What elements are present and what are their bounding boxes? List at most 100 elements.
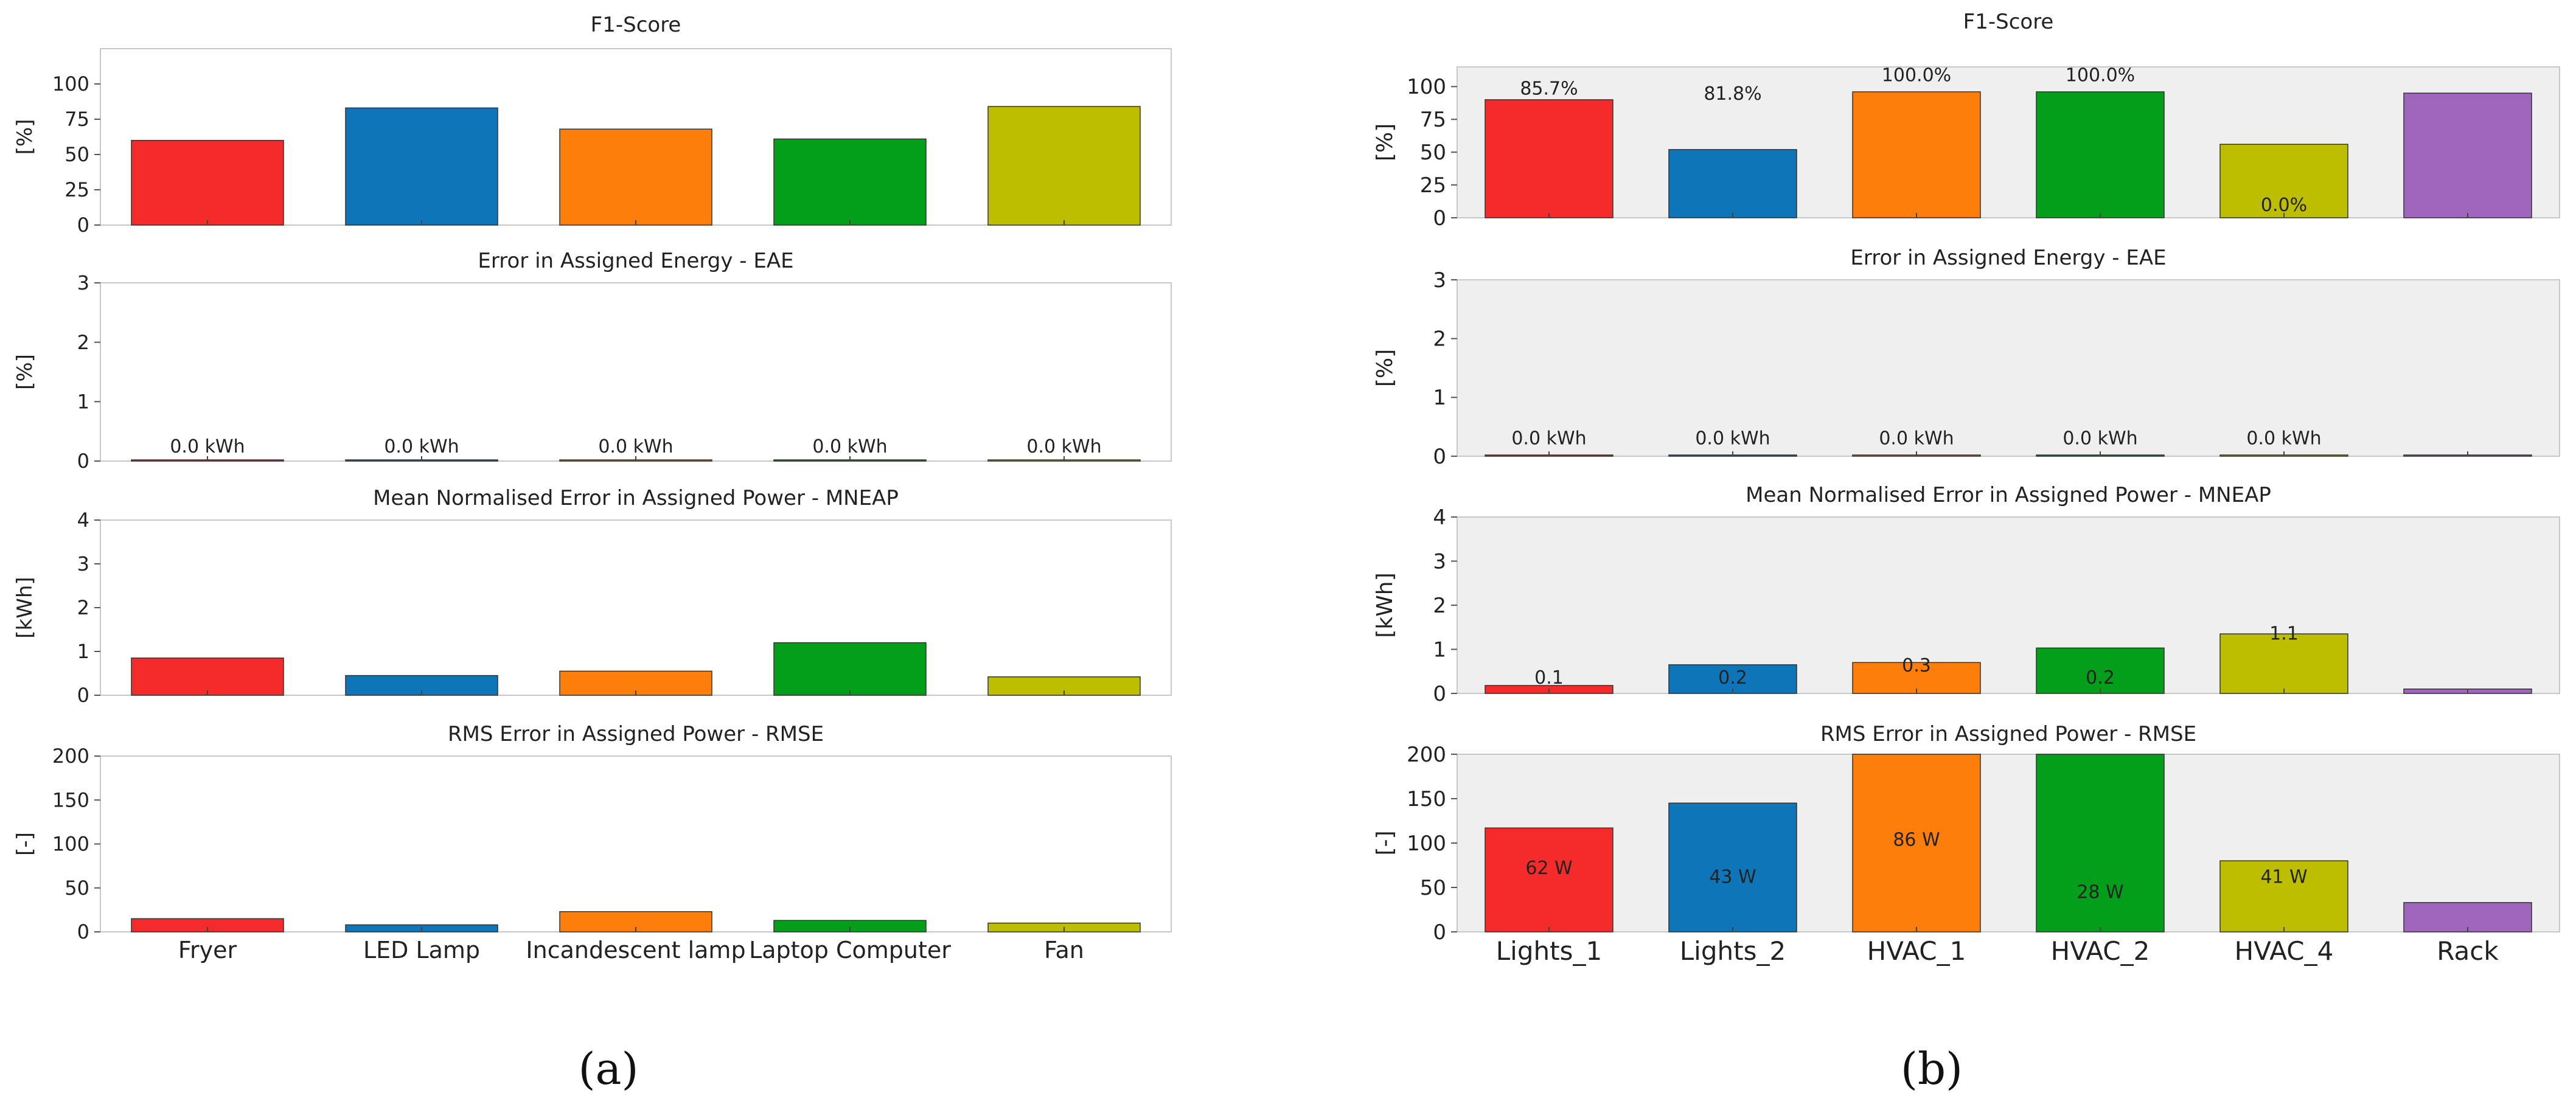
bar-f1 — [2219, 144, 2348, 218]
data-label-mneap: 0.3 — [1902, 655, 1931, 676]
y-tick-label: 2 — [1433, 594, 1446, 618]
y-tick-label: 50 — [64, 877, 89, 900]
bar-mneap — [2036, 647, 2165, 694]
y-tick-label: 100 — [1407, 831, 1446, 856]
caption-b: (b) — [1901, 1043, 1963, 1094]
x-category-label: HVAC_2 — [2051, 936, 2150, 966]
data-label-mneap: 1.1 — [2269, 623, 2299, 645]
bar-f1 — [987, 106, 1141, 226]
bar-f1 — [1852, 91, 1981, 218]
y-axis-label: [%] — [13, 119, 37, 155]
plot-area — [1457, 516, 2560, 694]
y-axis-label: [kWh] — [1373, 572, 1398, 637]
subplot-title: F1-Score — [1963, 10, 2054, 34]
bar-f1 — [2403, 92, 2532, 218]
y-tick-label: 200 — [1407, 743, 1446, 767]
bar-f1 — [773, 138, 927, 226]
bar-rmse — [1852, 754, 1981, 932]
caption-a: (a) — [578, 1043, 638, 1094]
bar-f1 — [1668, 149, 1797, 218]
data-label-rmse: 41 W — [2260, 867, 2307, 888]
data-label-eae: 0.0 kWh — [1511, 428, 1586, 450]
bar-f1 — [1485, 99, 1613, 218]
y-tick-label: 1 — [77, 640, 89, 663]
y-tick-label: 3 — [1433, 268, 1446, 293]
x-category-label: Fan — [1044, 937, 1084, 963]
data-label-f1: 100.0% — [2066, 65, 2135, 86]
data-label-f1: 100.0% — [1882, 65, 1951, 86]
plot-area — [1457, 754, 2560, 932]
subplot-a-rmse: RMS Error in Assigned Power - RMSE 0 50 100… — [13, 722, 1172, 943]
data-label-eae: 0.0 kWh — [2246, 428, 2321, 450]
plot-area — [1457, 279, 2560, 457]
y-tick-label: 0 — [1433, 682, 1446, 706]
bar-mneap — [773, 642, 927, 696]
data-label-rmse: 43 W — [1709, 867, 1756, 888]
subplot-b-mneap: Mean Normalised Error in Assigned Power … — [1373, 483, 2560, 706]
y-tick-label: 100 — [52, 72, 89, 95]
bar-f1 — [131, 140, 284, 226]
data-label-rmse: 28 W — [2076, 882, 2123, 903]
y-tick-label: 3 — [1433, 549, 1446, 574]
y-tick-label: 2 — [77, 596, 89, 619]
data-label-rmse: 62 W — [1525, 858, 1572, 879]
y-tick-label: 2 — [77, 331, 89, 354]
subplot-title: Error in Assigned Energy - EAE — [1850, 246, 2166, 270]
y-tick-label: 1 — [1433, 637, 1446, 662]
data-label-eae: 0.0 kWh — [1879, 428, 1954, 450]
data-label-f1: 85.7% — [1520, 78, 1578, 99]
y-tick-label: 1 — [77, 391, 89, 414]
plot-area — [1457, 66, 2560, 218]
y-tick-label: 0 — [77, 920, 89, 943]
y-tick-label: 0 — [1433, 445, 1446, 469]
x-category-label: HVAC_4 — [2235, 936, 2334, 966]
data-label-eae: 0.0 kWh — [2063, 428, 2137, 450]
data-label-eae: 0.0 kWh — [170, 436, 245, 457]
y-tick-label: 0 — [77, 214, 89, 237]
data-label-eae: 0.0 kWh — [384, 436, 459, 457]
bar-f1 — [345, 107, 498, 226]
bar-rmse — [2036, 754, 2165, 932]
data-label-eae: 0.0 kWh — [598, 436, 673, 457]
y-tick-label: 2 — [1433, 327, 1446, 352]
data-label-eae: 0.0 kWh — [1026, 436, 1101, 457]
y-axis-label: [-] — [13, 832, 37, 856]
data-label-rmse: 86 W — [1893, 829, 1940, 850]
subplot-title: Mean Normalised Error in Assigned Power … — [373, 486, 899, 510]
data-label-eae: 0.0 kWh — [1695, 428, 1770, 450]
y-tick-label: 100 — [52, 833, 89, 856]
y-tick-label: 0 — [77, 450, 89, 473]
data-label-eae: 0.0 kWh — [812, 436, 887, 457]
data-label-mneap: 0.1 — [1534, 667, 1564, 689]
y-tick-label: 25 — [64, 178, 89, 201]
x-category-label: Lights_2 — [1680, 936, 1786, 966]
y-tick-label: 25 — [1420, 173, 1446, 198]
subplot-b-f1: F1-Score 0 25 50 75 100 [%] 85.7% 81.8% 100.0% 100… — [1373, 10, 2560, 231]
data-label-mneap: 0.2 — [2086, 667, 2115, 689]
y-tick-label: 3 — [77, 552, 89, 575]
subplot-title: F1-Score — [591, 13, 681, 37]
subplot-b-eae: Error in Assigned Energy - EAE 0 1 2 3 [%] 0.0… — [1373, 246, 2560, 469]
subplot-a-mneap: Mean Normalised Error in Assigned Power … — [13, 486, 1172, 707]
y-axis-label: [%] — [1373, 123, 1398, 161]
y-tick-label: 50 — [1420, 876, 1446, 900]
y-tick-label: 100 — [1407, 75, 1446, 99]
bar-rmse — [1485, 827, 1613, 932]
data-label-mneap: 0.2 — [1718, 667, 1747, 689]
subplot-title: RMS Error in Assigned Power - RMSE — [1820, 722, 2196, 746]
bar-rmse — [2403, 902, 2532, 932]
subplot-title: Mean Normalised Error in Assigned Power … — [1746, 483, 2271, 507]
y-tick-label: 200 — [52, 745, 89, 768]
x-category-label: LED Lamp — [363, 937, 480, 963]
plot-area — [100, 755, 1172, 932]
y-tick-label: 0 — [1433, 206, 1446, 231]
y-tick-label: 0 — [77, 684, 89, 707]
bar-mneap — [131, 658, 284, 696]
subplot-a-f1: F1-Score 0 25 50 75 100 [%] — [13, 13, 1172, 237]
subplot-b-rmse: RMS Error in Assigned Power - RMSE 0 50 100… — [1373, 722, 2560, 945]
y-tick-label: 3 — [77, 271, 89, 294]
bar-f1 — [559, 128, 712, 226]
